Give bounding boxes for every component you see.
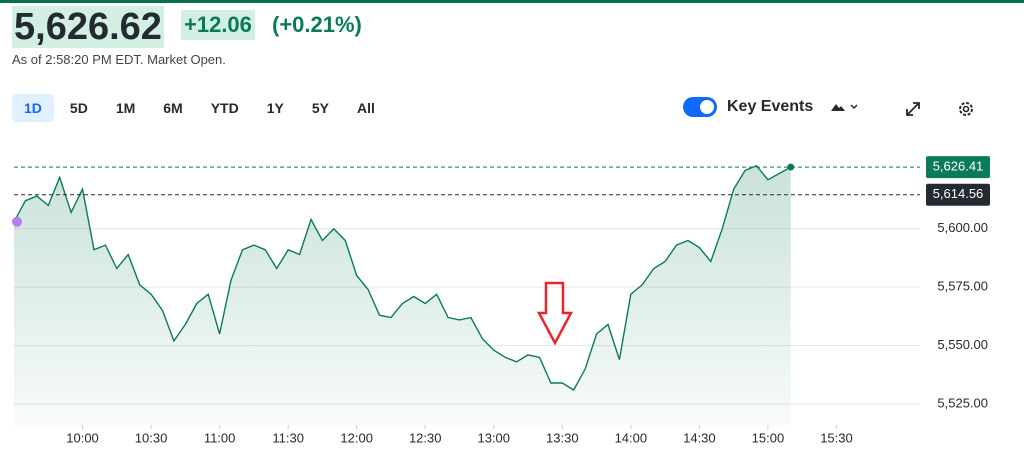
x-tick-label: 14:00 — [615, 430, 648, 445]
x-tick-label: 12:00 — [340, 430, 373, 445]
y-tick-label: 5,525.00 — [937, 395, 988, 410]
x-tick-label: 11:00 — [204, 430, 236, 445]
x-tick-label: 11:30 — [272, 430, 304, 445]
change-percent: (+0.21%) — [272, 12, 362, 37]
area — [14, 165, 791, 425]
price-tag — [926, 156, 990, 179]
top-bar — [0, 0, 1024, 3]
x-tick-label: 13:30 — [546, 430, 579, 445]
toggle[interactable] — [683, 97, 717, 117]
price-tag-label: 5,626.41 — [933, 159, 984, 174]
y-tick-label: 5,575.00 — [937, 279, 988, 294]
annotation-arrow — [536, 281, 574, 346]
range-button[interactable]: 1Y — [266, 100, 284, 116]
last-point — [787, 163, 795, 171]
range-buttons: 1D 5D 1M 6M YTD 1Y 5Y All — [12, 94, 387, 122]
range-button[interactable]: YTD — [210, 100, 239, 116]
x-tick-label: 13:00 — [477, 430, 510, 445]
x-tick-label: 10:00 — [66, 430, 99, 445]
y-tick-label: 5,600.00 — [937, 220, 988, 235]
x-tick-label: 15:30 — [820, 430, 853, 445]
y-tick-label: 5,550.00 — [937, 337, 988, 352]
range-button[interactable]: 6M — [163, 100, 183, 116]
price-line — [13, 164, 792, 391]
price-tag — [926, 183, 990, 206]
range-button[interactable]: 5D — [69, 100, 88, 116]
as-of: As of 2:58:20 PM EDT. Market Open. — [12, 52, 226, 67]
x-tick-label: 10:30 — [135, 430, 168, 445]
x-tick-label: 15:00 — [752, 430, 785, 445]
price: 5,626.62 — [12, 6, 164, 48]
x-tick-label: 12:30 — [409, 430, 442, 445]
price-tag-label: 5,614.56 — [933, 186, 984, 201]
range-button[interactable]: 1M — [115, 100, 136, 116]
key-events-label[interactable]: Key Events — [727, 98, 814, 115]
x-tick-label: 14:30 — [683, 430, 716, 445]
range-button[interactable]: All — [356, 100, 375, 116]
chart-type-menu[interactable] — [823, 97, 863, 117]
change: +12.06 — [181, 10, 255, 40]
event-marker — [12, 216, 22, 227]
range-button[interactable]: 1D — [12, 94, 54, 122]
range-button[interactable]: 5Y — [311, 100, 329, 116]
settings-icon[interactable] — [956, 99, 976, 119]
expand-icon[interactable] — [903, 99, 923, 119]
key-events: Key Events — [683, 97, 863, 117]
